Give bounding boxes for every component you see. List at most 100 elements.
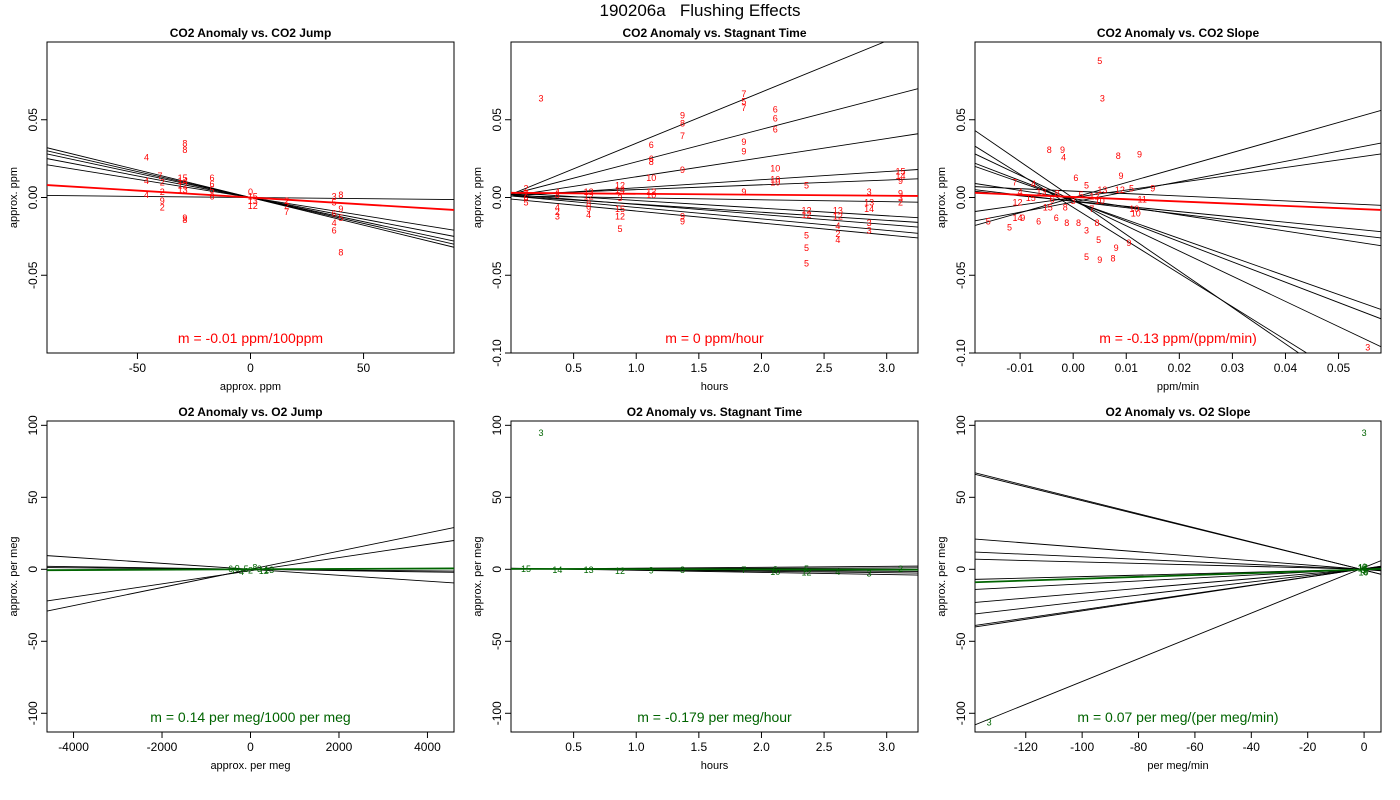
x-tick-label: -100 bbox=[1070, 740, 1094, 754]
data-point: 12 bbox=[615, 566, 625, 576]
data-point: 12 bbox=[802, 210, 812, 220]
data-point: 5 bbox=[617, 224, 622, 234]
y-axis-label: approx. per meg bbox=[936, 536, 948, 616]
x-axis-label: approx. per meg bbox=[210, 760, 290, 772]
data-point: 12 bbox=[615, 181, 625, 191]
x-tick-label: 2.0 bbox=[753, 740, 770, 754]
data-point: 9 bbox=[680, 111, 685, 121]
x-tick-label: 3.0 bbox=[878, 361, 895, 375]
data-point: 7 bbox=[741, 565, 746, 575]
x-tick-label: 3.0 bbox=[878, 740, 895, 754]
y-tick-label: 0 bbox=[26, 566, 40, 573]
regression-line bbox=[975, 565, 1381, 628]
x-tick-label: -80 bbox=[1130, 740, 1148, 754]
overall-fit-line bbox=[511, 191, 918, 197]
data-point: 3 bbox=[898, 193, 903, 203]
x-axis-label: per meg/min bbox=[1147, 760, 1208, 772]
data-point: 4 bbox=[144, 190, 149, 200]
y-axis-label: approx. per meg bbox=[472, 536, 484, 616]
regression-line bbox=[975, 473, 1381, 575]
data-point: 13 bbox=[833, 205, 843, 215]
x-tick-label: -40 bbox=[1243, 740, 1261, 754]
data-point: 2 bbox=[898, 564, 903, 574]
data-point: 2 bbox=[248, 566, 253, 576]
data-point: 8 bbox=[1095, 218, 1100, 228]
overall-fit-line bbox=[47, 567, 454, 572]
data-point: 5 bbox=[1097, 56, 1102, 66]
y-tick-label: 0 bbox=[954, 566, 968, 573]
x-tick-label: -60 bbox=[1186, 740, 1204, 754]
data-point: 13 bbox=[264, 565, 274, 575]
data-point: 9 bbox=[1137, 149, 1142, 159]
data-point: 9 bbox=[680, 165, 685, 175]
x-tick-label: 0.02 bbox=[1168, 361, 1192, 375]
x-axis-label: hours bbox=[701, 381, 729, 393]
data-point: 13 bbox=[178, 185, 188, 195]
data-point: 6 bbox=[1049, 195, 1054, 205]
x-tick-label: 0 bbox=[247, 361, 254, 375]
figure-title: 190206a Flushing Effects bbox=[599, 1, 801, 20]
data-point: 4 bbox=[835, 567, 840, 577]
data-point: 8 bbox=[649, 157, 654, 167]
data-point: 6 bbox=[773, 125, 778, 135]
data-point: 12 bbox=[615, 212, 625, 222]
data-point: 6 bbox=[228, 564, 233, 574]
y-tick-label: 50 bbox=[954, 490, 968, 504]
y-tick-label: -100 bbox=[490, 701, 504, 725]
regression-line bbox=[511, 195, 918, 234]
slope-annotation: m = -0.179 per meg/hour bbox=[637, 709, 792, 725]
data-point: 7 bbox=[1012, 177, 1017, 187]
y-tick-label: 0.05 bbox=[954, 108, 968, 132]
data-point: 3 bbox=[867, 218, 872, 228]
data-point: 4 bbox=[1018, 187, 1023, 197]
data-point: 2 bbox=[555, 207, 560, 217]
y-tick-label: 0.00 bbox=[954, 185, 968, 209]
chart-title: CO2 Anomaly vs. CO2 Slope bbox=[1097, 26, 1260, 40]
x-axis-label: ppm/min bbox=[1157, 381, 1199, 393]
y-tick-label: 50 bbox=[490, 490, 504, 504]
x-tick-label: 1.0 bbox=[628, 740, 645, 754]
data-point: 7 bbox=[284, 207, 289, 217]
data-point: 11 bbox=[1138, 195, 1147, 205]
regression-line bbox=[511, 193, 918, 228]
data-point: 10 bbox=[646, 173, 656, 183]
data-point: 9 bbox=[1060, 145, 1065, 155]
data-point: 10 bbox=[770, 177, 780, 187]
data-point: 12 bbox=[178, 181, 188, 191]
data-point: 3 bbox=[1365, 342, 1370, 352]
data-point: 6 bbox=[773, 565, 778, 575]
data-point: 2 bbox=[284, 201, 289, 211]
regression-line bbox=[975, 109, 1381, 226]
data-point: 5 bbox=[804, 181, 809, 191]
x-tick-label: 0.03 bbox=[1221, 361, 1245, 375]
data-point: 8 bbox=[1076, 218, 1081, 228]
data-point: 15 bbox=[615, 204, 625, 214]
y-axis-label: approx. ppm bbox=[472, 167, 484, 228]
regression-line bbox=[975, 142, 1381, 222]
y-tick-label: -100 bbox=[26, 701, 40, 725]
data-point: 9 bbox=[898, 188, 903, 198]
data-point: 9 bbox=[649, 565, 654, 575]
data-point: 12 bbox=[1089, 191, 1099, 201]
data-point: 3 bbox=[987, 717, 992, 727]
data-point: 7 bbox=[231, 566, 236, 576]
plot-frame bbox=[974, 420, 1382, 733]
data-point: 9 bbox=[1150, 184, 1155, 194]
x-tick-label: -20 bbox=[1299, 740, 1317, 754]
data-point: 8 bbox=[182, 145, 187, 155]
data-point: 15 bbox=[1026, 193, 1036, 203]
data-point: 12 bbox=[646, 187, 656, 197]
data-point: 4 bbox=[555, 187, 560, 197]
data-point: 6 bbox=[773, 104, 778, 114]
plot-frame bbox=[510, 420, 919, 733]
regression-line bbox=[975, 566, 1381, 615]
data-point: 9 bbox=[235, 563, 240, 573]
x-tick-label: 1.0 bbox=[628, 361, 645, 375]
data-point: 14 bbox=[1358, 563, 1368, 573]
data-point: 6 bbox=[332, 226, 337, 236]
y-axis-label: approx. ppm bbox=[8, 167, 20, 228]
data-point: 8 bbox=[1055, 188, 1060, 198]
